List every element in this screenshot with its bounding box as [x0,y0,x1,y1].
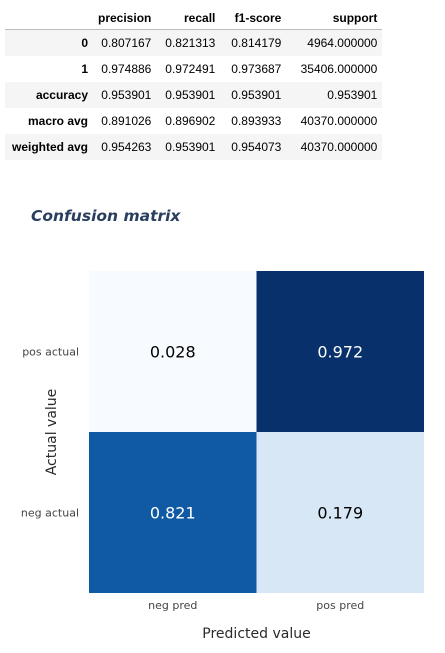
cell-support: 35406.000000 [300,62,378,76]
row-label: accuracy [35,88,88,102]
confusion-matrix-heading: Confusion matrix [31,207,181,225]
heatmap-cell [89,432,257,593]
report-header-precision: precision [93,7,157,30]
cell-support: 40370.000000 [300,140,378,154]
row-label: weighted avg [11,140,88,154]
cell-recall: 0.953901 [165,140,216,154]
cell-precision: 0.891026 [101,114,152,128]
heatmap-cell-label: 0.028 [150,343,196,362]
table-row: 1 0.974886 0.972491 0.973687 35406.00000… [5,56,382,82]
table-row: accuracy 0.953901 0.953901 0.953901 0.95… [5,82,383,108]
table-row: 0 0.807167 0.821313 0.814179 4964.000000 [5,29,383,56]
cell-f1-score: 0.893933 [231,114,282,128]
heatmap-cell-label: 0.972 [317,343,363,362]
cell-support: 40370.000000 [300,114,378,128]
x-tick-label: pos pred [316,599,364,612]
cell-f1-score: 0.814179 [231,36,282,50]
report-header-support: support [286,7,383,30]
row-label: 1 [81,62,88,76]
cell-precision: 0.807167 [101,36,152,50]
cell-support: 0.953901 [327,88,378,102]
cell-support: 4964.000000 [307,36,378,50]
cell-f1-score: 0.973687 [231,62,282,76]
x-axis-title: Predicted value [202,626,310,642]
cell-precision: 0.974886 [101,62,152,76]
cell-precision: 0.954263 [101,140,152,154]
row-label: 0 [81,36,88,50]
cell-recall: 0.896902 [165,114,216,128]
report-header-row: precision recall f1-score support [5,7,383,30]
cell-f1-score: 0.953901 [231,88,282,102]
cell-recall: 0.953901 [165,88,216,102]
table-row: weighted avg 0.954263 0.953901 0.954073 … [5,134,383,160]
cell-recall: 0.821313 [165,36,216,50]
heatmap-cell-label: 0.179 [317,504,363,523]
heatmap-cell [256,271,424,432]
table-row: macro avg 0.891026 0.896902 0.893933 403… [5,108,382,134]
report-header-blank [5,7,93,30]
x-tick-label: neg pred [148,599,197,612]
heatmap-cell-label: 0.821 [150,504,196,523]
y-tick-label: pos actual [22,346,79,359]
classification-report-table: precision recall f1-score support 0 0.80… [5,7,383,160]
heatmap-cell [256,432,424,593]
row-label: macro avg [27,114,88,128]
cell-precision: 0.953901 [101,88,152,102]
cell-recall: 0.972491 [165,62,216,76]
y-tick-label: neg actual [21,507,79,520]
report-header-f1-score: f1-score [220,7,287,30]
confusion-matrix-heatmap: 0.028 0.972 0.821 0.179 neg pred pos pred pos … [21,271,424,642]
heatmap-cell [89,271,257,432]
report-header-recall: recall [156,7,221,30]
y-axis-title: Actual value [44,389,60,476]
cell-f1-score: 0.954073 [231,140,282,154]
